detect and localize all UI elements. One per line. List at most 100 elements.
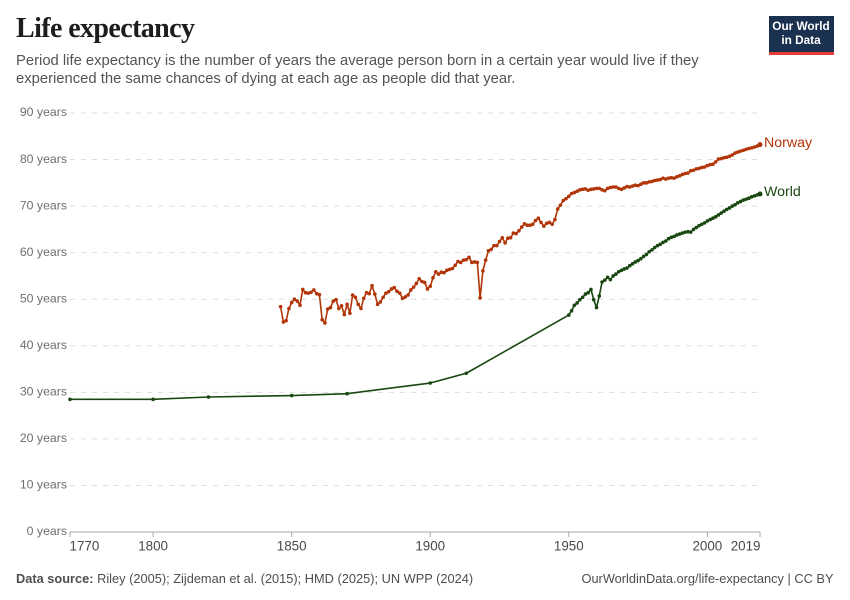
series-point-world-1996 xyxy=(694,225,699,230)
series-point-world-1987 xyxy=(669,235,674,240)
series-point-norway-1886 xyxy=(389,287,394,291)
series-point-norway-1953 xyxy=(575,189,579,194)
series-point-norway-1856 xyxy=(306,291,311,295)
series-point-norway-1871 xyxy=(348,311,352,315)
series-point-world-1820 xyxy=(206,395,211,399)
series-point-world-2011 xyxy=(736,201,740,205)
y-tick-label-60: 60 years xyxy=(20,245,67,259)
owid-logo: Our World in Data xyxy=(768,16,834,55)
series-point-norway-1927 xyxy=(503,241,507,245)
series-point-norway-1943 xyxy=(547,220,552,225)
series-point-norway-1884 xyxy=(384,291,388,295)
series-point-norway-1998 xyxy=(700,165,704,170)
series-point-norway-1904 xyxy=(439,270,444,275)
series-point-norway-1964 xyxy=(605,186,610,191)
series-point-world-1850 xyxy=(289,393,294,398)
series-point-norway-1896 xyxy=(417,276,421,281)
x-tick-label-1800: 1800 xyxy=(138,539,168,554)
series-point-norway-1846 xyxy=(278,304,283,309)
series-point-norway-2004 xyxy=(716,157,721,161)
series-point-norway-1916 xyxy=(472,260,477,264)
series-point-norway-1885 xyxy=(386,289,391,294)
series-point-norway-1855 xyxy=(303,290,308,295)
series-point-world-1970 xyxy=(622,267,627,271)
series-point-world-1951 xyxy=(569,309,574,313)
series-point-norway-1909 xyxy=(453,263,457,268)
series-point-norway-2013 xyxy=(741,148,746,153)
series-point-norway-1997 xyxy=(697,166,701,171)
y-tick-label-90: 90 years xyxy=(20,105,67,119)
series-point-world-1993 xyxy=(686,229,690,234)
series-point-world-1969 xyxy=(619,268,624,273)
series-point-world-1963 xyxy=(603,278,607,282)
series-point-norway-1897 xyxy=(420,279,424,284)
series-point-world-1954 xyxy=(578,297,582,302)
series-point-norway-1859 xyxy=(314,291,319,296)
series-point-world-1978 xyxy=(644,252,649,257)
series-point-world-2010 xyxy=(733,202,737,207)
series-point-norway-1876 xyxy=(361,296,366,301)
series-point-norway-1874 xyxy=(356,302,360,307)
series-point-world-1990 xyxy=(677,232,682,236)
series-point-norway-1850 xyxy=(289,300,294,305)
series-point-world-1977 xyxy=(641,254,646,259)
series-point-norway-1991 xyxy=(680,172,685,177)
series-point-world-1992 xyxy=(683,230,687,234)
series-point-norway-1920 xyxy=(483,258,488,262)
series-point-norway-1934 xyxy=(522,222,527,226)
y-tick-label-70: 70 years xyxy=(20,198,67,212)
series-point-norway-1995 xyxy=(691,168,696,173)
series-point-world-1968 xyxy=(616,269,621,274)
owid-logo-line-1: Our World xyxy=(772,19,830,33)
y-tick-label-20: 20 years xyxy=(20,431,67,445)
series-point-norway-2010 xyxy=(733,151,737,155)
series-point-norway-1919 xyxy=(481,269,485,273)
series-point-norway-1862 xyxy=(323,321,327,325)
series-point-world-1950 xyxy=(567,313,571,317)
series-point-norway-1986 xyxy=(666,176,671,180)
attribution-note: OurWorldinData.org/life-expectancy | CC … xyxy=(581,571,834,586)
series-point-norway-1992 xyxy=(683,171,687,176)
series-point-norway-2017 xyxy=(752,145,757,149)
series-point-norway-1996 xyxy=(694,167,699,171)
series-point-norway-1939 xyxy=(536,216,541,221)
series-point-world-2019 xyxy=(757,191,763,197)
series-point-norway-1854 xyxy=(300,287,305,292)
series-point-norway-1921 xyxy=(486,249,491,253)
series-point-norway-1938 xyxy=(533,218,538,223)
series-point-world-1995 xyxy=(691,227,696,232)
series-point-norway-1941 xyxy=(542,224,546,228)
series-point-norway-1924 xyxy=(494,243,499,248)
series-point-norway-1900 xyxy=(428,284,433,288)
series-point-norway-1970 xyxy=(622,186,627,190)
series-point-norway-1889 xyxy=(397,291,402,295)
series-point-norway-1954 xyxy=(578,188,582,192)
series-point-norway-1923 xyxy=(492,243,496,248)
series-point-world-1989 xyxy=(675,233,679,237)
series-point-norway-1974 xyxy=(633,183,638,187)
series-point-norway-1969 xyxy=(619,187,624,192)
series-point-world-2009 xyxy=(730,204,735,208)
series-point-world-1913 xyxy=(464,371,469,376)
series-point-norway-1940 xyxy=(539,220,543,225)
series-point-norway-1917 xyxy=(475,260,480,265)
series-point-norway-1907 xyxy=(447,267,452,272)
series-point-world-1957 xyxy=(586,290,590,295)
series-point-norway-1933 xyxy=(519,225,524,229)
series-point-norway-1944 xyxy=(550,222,554,227)
series-point-world-1991 xyxy=(680,231,685,235)
series-point-norway-1898 xyxy=(422,280,427,285)
series-point-world-1960 xyxy=(594,305,599,310)
series-point-norway-1975 xyxy=(636,183,640,188)
series-point-norway-1981 xyxy=(652,178,657,183)
x-tick-label-1950: 1950 xyxy=(554,539,584,554)
series-point-norway-1987 xyxy=(669,175,674,180)
series-point-world-2015 xyxy=(747,196,751,200)
x-tick-label-1900: 1900 xyxy=(415,539,445,554)
series-point-norway-2008 xyxy=(727,154,732,159)
series-point-world-1965 xyxy=(608,277,613,282)
series-point-world-1976 xyxy=(639,256,643,261)
series-point-world-1971 xyxy=(625,266,629,270)
series-point-norway-1979 xyxy=(647,180,651,184)
